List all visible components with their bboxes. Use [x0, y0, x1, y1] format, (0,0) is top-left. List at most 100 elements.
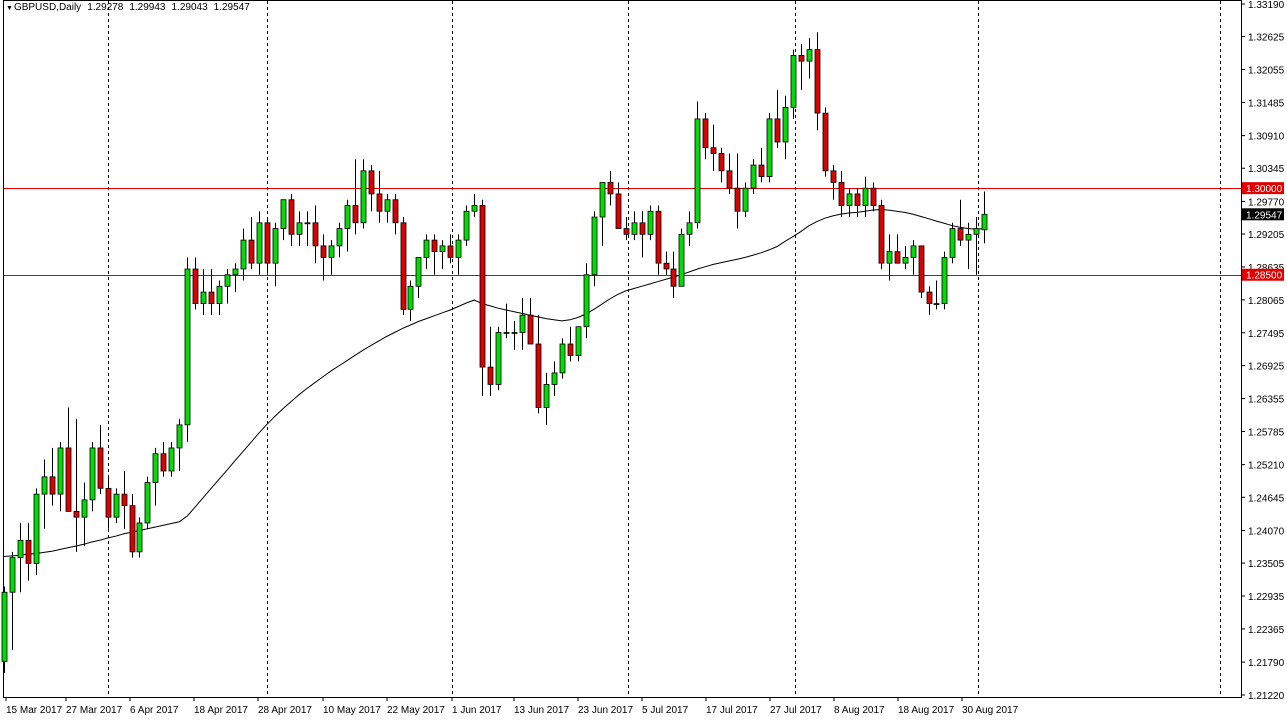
- candle: [320, 234, 327, 281]
- candle-body: [224, 274, 231, 287]
- candle-body: [336, 228, 343, 247]
- price-tick-label: 1.21220: [1248, 691, 1285, 702]
- candle-body: [894, 251, 901, 264]
- level-price-label: 1.28500: [1246, 271, 1283, 282]
- candle: [200, 268, 207, 316]
- candle-body: [527, 314, 534, 345]
- price-tick-label: 1.22935: [1248, 592, 1285, 603]
- candle: [551, 361, 558, 396]
- candle: [710, 124, 717, 171]
- candle-body: [17, 539, 24, 559]
- candle-body: [487, 366, 494, 385]
- candle-body: [49, 476, 56, 495]
- candle-body: [129, 505, 136, 553]
- candle-body: [57, 447, 64, 495]
- candle: [392, 193, 399, 235]
- candle: [129, 494, 136, 558]
- candle-body: [447, 245, 454, 258]
- time-tick-label: 5 Jul 2017: [642, 705, 689, 716]
- candle-body: [535, 343, 542, 408]
- candle-body: [639, 222, 646, 235]
- candle-body: [926, 291, 933, 305]
- candle-body: [822, 112, 829, 172]
- time-tick-label: 10 May 2017: [323, 705, 381, 716]
- horizontal-levels: [4, 188, 1241, 276]
- time-axis: 15 Mar 2017 27 Mar 2017 6 Apr 2017 18 Apr 2…: [5, 697, 1019, 716]
- candle-body: [886, 251, 893, 264]
- candle: [423, 234, 430, 269]
- candle-body: [463, 210, 470, 241]
- candle: [822, 107, 829, 177]
- candle: [567, 326, 574, 362]
- candle-body: [248, 239, 255, 264]
- candle-body: [742, 187, 749, 212]
- moving-average-line: [3, 208, 985, 557]
- candle-body: [941, 257, 948, 305]
- candle: [495, 326, 502, 391]
- candle: [168, 442, 175, 477]
- price-tick-label: 1.33190: [1248, 0, 1285, 11]
- candle: [240, 228, 247, 281]
- candle-body: [184, 268, 191, 426]
- candle: [838, 170, 845, 218]
- candle: [360, 159, 367, 229]
- candle-body: [583, 274, 590, 328]
- candle-body: [623, 228, 630, 235]
- candle: [615, 182, 622, 229]
- candle-body: [312, 222, 319, 247]
- candle: [686, 211, 693, 246]
- candle-body: [97, 447, 104, 489]
- candle: [655, 205, 662, 275]
- candle-body: [965, 233, 972, 241]
- candle-body: [551, 372, 558, 385]
- candle: [981, 191, 988, 244]
- candle-body: [631, 222, 638, 235]
- time-tick-label: 6 Apr 2017: [130, 705, 179, 716]
- candle-body: [694, 118, 701, 224]
- candle-body: [176, 424, 183, 449]
- candle-body: [41, 476, 48, 495]
- candle: [415, 257, 422, 298]
- price-axis: 1.33190 1.32625 1.32055 1.31485 1.30910 1.303…: [1241, 0, 1285, 702]
- candle-body: [392, 199, 399, 224]
- candle: [663, 251, 670, 275]
- price-tick-label: 1.31485: [1248, 98, 1285, 109]
- candle: [965, 222, 972, 269]
- candle: [208, 268, 215, 316]
- price-tick-label: 1.27495: [1248, 329, 1285, 340]
- current-price-label: 1.29547: [1246, 210, 1283, 221]
- candle-body: [766, 118, 773, 178]
- candle: [1, 586, 8, 674]
- candle-body: [208, 291, 215, 305]
- price-tick-label: 1.28065: [1248, 296, 1285, 307]
- candle-body: [734, 187, 741, 212]
- candle-body: [121, 493, 128, 507]
- candle: [17, 522, 24, 593]
- candle: [702, 113, 709, 160]
- price-tick-label: 1.22365: [1248, 625, 1285, 636]
- candle-body: [615, 193, 622, 229]
- candle-body: [144, 482, 151, 524]
- candle: [224, 268, 231, 304]
- candle-body: [352, 205, 359, 224]
- level-price-tag: [1242, 182, 1284, 195]
- candle: [136, 517, 143, 558]
- candle-body: [113, 493, 120, 518]
- candle: [782, 95, 789, 160]
- candle-body: [838, 181, 845, 206]
- price-tick-label: 1.24645: [1248, 493, 1285, 504]
- candle-body: [376, 193, 383, 212]
- candle: [806, 38, 813, 79]
- candle: [25, 522, 32, 581]
- candle: [766, 113, 773, 183]
- candle-body: [328, 245, 335, 258]
- candle: [113, 488, 120, 523]
- candle-body: [240, 239, 247, 270]
- time-tick-label: 17 Jul 2017: [706, 705, 758, 716]
- candle-body: [503, 332, 510, 334]
- symbol-label: ▼GBPUSD,Daily: [6, 2, 82, 13]
- candle: [280, 199, 287, 241]
- price-tick-label: 1.29770: [1248, 197, 1285, 208]
- level-price-label: 1.30000: [1246, 184, 1283, 195]
